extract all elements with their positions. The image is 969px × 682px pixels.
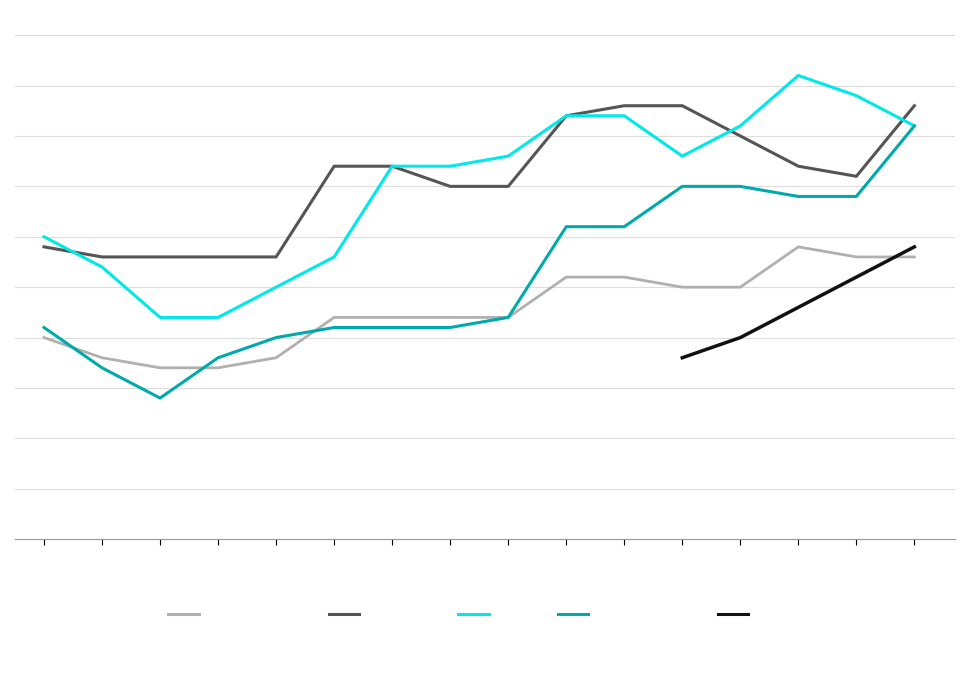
- Legend: 전쟁 전 세대, 베이비부머, X세대, 밀레니얼 세대, Z세대: 전쟁 전 세대, 베이비부머, X세대, 밀레니얼 세대, Z세대: [162, 603, 807, 626]
